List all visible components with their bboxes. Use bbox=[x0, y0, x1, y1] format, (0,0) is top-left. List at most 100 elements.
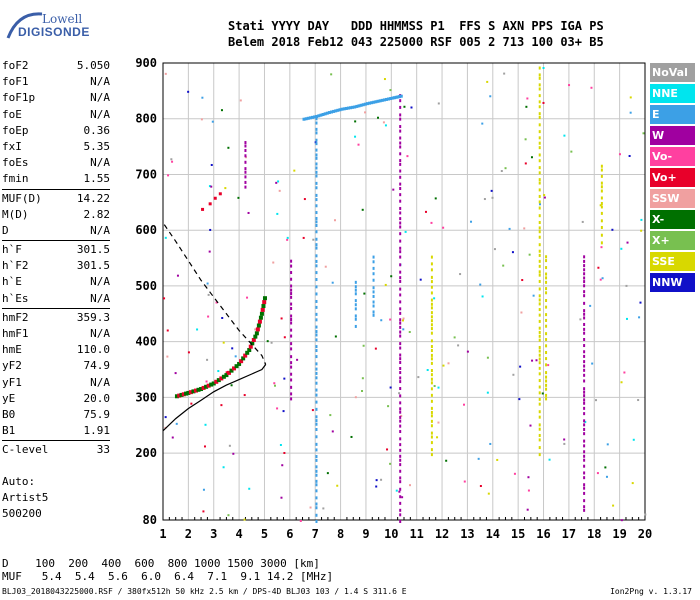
echo-column-dot bbox=[399, 250, 402, 254]
f-trace-dot bbox=[254, 331, 259, 336]
echo-column-dot bbox=[315, 435, 318, 439]
echo-column-dot bbox=[399, 387, 402, 391]
echo-column-dot bbox=[583, 505, 586, 509]
echo-dot bbox=[508, 227, 511, 230]
echo-column-dot bbox=[399, 318, 402, 322]
echo-column-dot bbox=[538, 379, 541, 383]
echo-dot bbox=[503, 72, 506, 75]
param-row: MUF(D) 14.22 bbox=[2, 191, 110, 207]
echo-column-dot bbox=[538, 141, 541, 145]
f-trace-dot bbox=[248, 344, 253, 349]
echo-column-dot bbox=[372, 255, 375, 259]
echo-column-dot bbox=[399, 443, 402, 447]
f-trace-dot bbox=[257, 319, 262, 324]
echo-column-dot bbox=[583, 486, 586, 490]
echo-column-dot bbox=[315, 318, 318, 322]
echo-column-dot bbox=[538, 200, 541, 204]
echo-column-dot bbox=[244, 160, 247, 164]
e-trace-dot bbox=[372, 100, 376, 104]
echo-column-dot bbox=[399, 311, 402, 315]
echo-dot bbox=[491, 196, 494, 199]
echo-dot bbox=[457, 344, 460, 347]
echo-dot bbox=[312, 238, 315, 241]
echo-column-dot bbox=[315, 455, 318, 459]
echo-column-dot bbox=[430, 393, 433, 397]
echo-column-dot bbox=[583, 268, 586, 272]
echo-dot bbox=[190, 402, 193, 405]
echo-column-dot bbox=[583, 331, 586, 335]
e-trace-dot bbox=[361, 103, 365, 107]
echo-column-dot bbox=[399, 448, 402, 452]
echo-column-dot bbox=[430, 410, 433, 414]
echo-column-dot bbox=[430, 275, 433, 279]
logo-line2: DIGISONDE bbox=[18, 25, 90, 39]
echo-column-dot bbox=[430, 453, 433, 457]
x-tick-label: 5 bbox=[261, 527, 268, 541]
e-trace-dot bbox=[342, 107, 346, 111]
echo-dot bbox=[453, 336, 456, 339]
echo-dot bbox=[531, 359, 534, 362]
e-trace-dot bbox=[359, 103, 363, 107]
echo-dot bbox=[611, 228, 614, 231]
echo-column-dot bbox=[430, 353, 433, 357]
echo-dot bbox=[303, 198, 306, 201]
echo-column-dot bbox=[315, 422, 318, 426]
f-trace-dot bbox=[179, 392, 184, 397]
echo-dot bbox=[401, 496, 404, 499]
param-value: 2.82 bbox=[83, 207, 111, 221]
echo-dot bbox=[459, 273, 462, 276]
echo-column-dot bbox=[372, 266, 375, 270]
echo-column-dot bbox=[583, 450, 586, 454]
echo-column-dot bbox=[315, 224, 318, 228]
echo-dot bbox=[354, 396, 357, 399]
echo-dot bbox=[276, 407, 279, 410]
echo-column-dot bbox=[538, 427, 541, 431]
echo-column-dot bbox=[399, 520, 402, 523]
echo-column-dot bbox=[538, 235, 541, 239]
echo-column-dot bbox=[538, 357, 541, 361]
x-tick-label: 15 bbox=[511, 527, 525, 541]
echo-column-dot bbox=[538, 226, 541, 230]
e-trace-dot bbox=[323, 112, 327, 116]
logo-line1: Lowell bbox=[42, 12, 83, 26]
echo-column-dot bbox=[583, 406, 586, 410]
echo-column-dot bbox=[372, 286, 375, 290]
echo-dot bbox=[390, 275, 393, 278]
echo-dot bbox=[504, 167, 507, 170]
echo-column-dot bbox=[583, 508, 586, 512]
scaled-parameters-panel: foF2 5.050 foF1 N/A foF1p N/A foE N/A foEp 0.36 fx… bbox=[2, 58, 110, 459]
echo-column-dot bbox=[430, 291, 433, 295]
echo-column-dot bbox=[315, 153, 318, 157]
echo-column-dot bbox=[290, 321, 293, 325]
legend-entry-e: E bbox=[650, 105, 695, 124]
echo-column-dot bbox=[315, 216, 318, 220]
f-trace-dot bbox=[211, 381, 216, 386]
legend-entry-sse: SSE bbox=[650, 252, 695, 271]
echo-column-dot bbox=[538, 330, 541, 334]
echo-dot bbox=[483, 198, 486, 201]
echo-dot bbox=[579, 318, 582, 321]
echo-column-dot bbox=[315, 349, 318, 353]
param-row: B0 75.9 bbox=[2, 407, 110, 423]
param-value: N/A bbox=[90, 156, 110, 170]
x-tick-label: 19 bbox=[612, 527, 626, 541]
echo-dot bbox=[410, 106, 413, 109]
param-value: 1.55 bbox=[83, 172, 111, 186]
echo-column-dot bbox=[399, 469, 402, 473]
echo-dot bbox=[442, 226, 445, 229]
param-name: h`F bbox=[2, 243, 22, 257]
echo-column-dot bbox=[538, 397, 541, 401]
echo-column-dot bbox=[244, 167, 247, 171]
param-value: 0.36 bbox=[83, 123, 111, 137]
echo-column-dot bbox=[583, 458, 586, 462]
f-trace-dot bbox=[243, 353, 248, 358]
echo-dot bbox=[604, 466, 607, 469]
echo-column-dot bbox=[545, 371, 548, 375]
echo-column-dot bbox=[583, 379, 586, 383]
echo-column-dot bbox=[354, 314, 357, 318]
echo-dot bbox=[272, 261, 275, 264]
echo-dot bbox=[207, 293, 210, 296]
echo-column-dot bbox=[583, 419, 586, 423]
echo-column-dot bbox=[399, 424, 402, 428]
param-value: 33 bbox=[96, 443, 110, 457]
